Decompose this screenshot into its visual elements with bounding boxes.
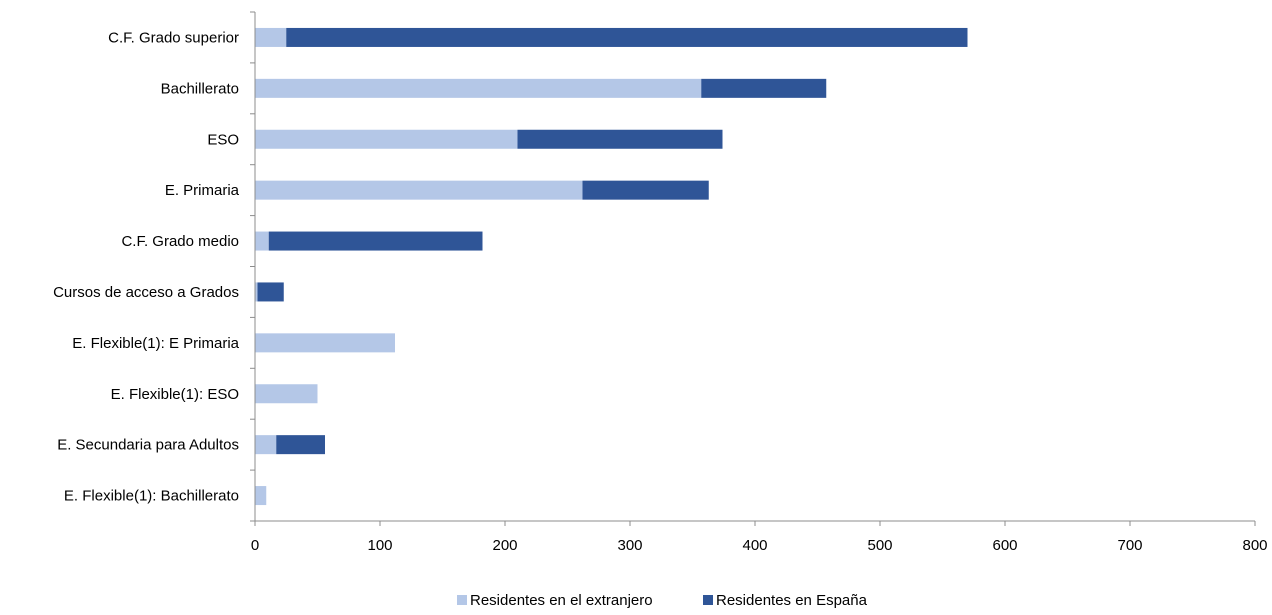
- category-label: E. Flexible(1): ESO: [111, 386, 239, 403]
- x-tick-label: 600: [992, 537, 1017, 554]
- legend: Residentes en el extranjero Residentes e…: [457, 592, 868, 609]
- bar-segment-extranjero: [255, 129, 518, 149]
- category-label: C.F. Grado superior: [108, 29, 239, 46]
- x-tick-labels: 0 100 200 300 400 500 600 700 800: [251, 537, 1268, 554]
- bar-segment-espana: [582, 180, 709, 200]
- category-label: Cursos de acceso a Grados: [53, 284, 239, 301]
- category-label: E. Secundaria para Adultos: [57, 437, 239, 454]
- category-label: ESO: [207, 131, 239, 148]
- bar-segment-extranjero: [255, 486, 267, 506]
- category-label: E. Primaria: [165, 182, 240, 199]
- legend-label-extranjero: Residentes en el extranjero: [470, 592, 653, 609]
- bar-segment-extranjero: [255, 27, 287, 47]
- legend-swatch-extranjero: [457, 595, 467, 605]
- bar-segment-espana: [257, 282, 284, 302]
- x-tick-label: 100: [367, 537, 392, 554]
- category-label: C.F. Grado medio: [121, 233, 239, 250]
- y-axis-ticks: [250, 11, 255, 522]
- bars-layer: [255, 27, 968, 506]
- bar-segment-espana: [276, 435, 325, 455]
- category-labels: C.F. Grado superior Bachillerato ESO E. Pri…: [53, 29, 240, 504]
- category-label: E. Flexible(1): E Primaria: [72, 335, 239, 352]
- bar-segment-extranjero: [255, 435, 277, 455]
- x-tick-label: 700: [1117, 537, 1142, 554]
- legend-swatch-espana: [703, 595, 713, 605]
- category-label: Bachillerato: [161, 80, 239, 97]
- x-tick-label: 500: [867, 537, 892, 554]
- x-tick-label: 200: [492, 537, 517, 554]
- x-tick-label: 800: [1242, 537, 1267, 554]
- bar-segment-espana: [701, 78, 827, 98]
- bar-segment-espana: [268, 231, 483, 251]
- bar-segment-extranjero: [255, 180, 583, 200]
- bar-segment-espana: [517, 129, 723, 149]
- x-axis-ticks: [254, 521, 1256, 526]
- category-label: E. Flexible(1): Bachillerato: [64, 488, 239, 505]
- x-tick-label: 400: [742, 537, 767, 554]
- bar-segment-extranjero: [255, 282, 258, 302]
- bar-segment-extranjero: [255, 78, 702, 98]
- bar-segment-espana: [286, 27, 968, 47]
- x-tick-label: 0: [251, 537, 259, 554]
- x-tick-label: 300: [617, 537, 642, 554]
- bar-segment-extranjero: [255, 231, 269, 251]
- bar-segment-extranjero: [255, 333, 395, 353]
- bar-segment-extranjero: [255, 384, 318, 404]
- legend-label-espana: Residentes en España: [716, 592, 868, 609]
